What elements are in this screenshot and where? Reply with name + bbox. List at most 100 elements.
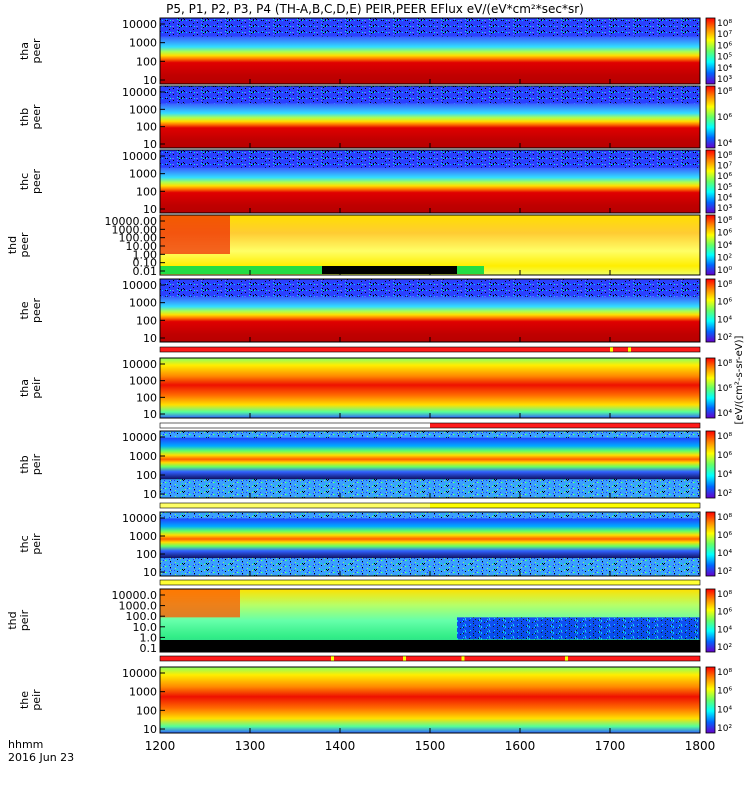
ytick-label: 10.00 [126,240,158,253]
status-segment [430,503,700,508]
ytick-label: 1000 [129,168,157,181]
ytick-label: 100.00 [119,232,158,245]
ytick-label: 10000 [122,18,157,31]
colorbar-tick: 10⁶ [717,531,732,541]
colorbar-tick: 10⁴ [717,625,732,635]
panel-thb-peer: 10000 1000 100 10 thbpeer 10⁸ 10⁶ 10⁴ [18,85,732,151]
panel-the-peir: 10000 1000 100 10 thepeir 10⁸ 10⁶ 10⁴ 10² [18,666,732,736]
status-segment [160,503,430,508]
xtick-label: 1400 [325,739,356,753]
ytick-label: 100 [136,391,157,404]
status-frame [159,346,701,353]
ytick-label: 1.0 [140,631,158,644]
status-frame [159,502,701,509]
colorbar-tick: 10⁸ [717,513,732,523]
ytick-label: 1000 [129,37,157,50]
status-strip [159,655,701,662]
spectrogram-noise [457,617,700,640]
xtick-label: 1500 [415,739,446,753]
xtick-label: 1800 [685,739,716,753]
yaxis-label: thdpeer [6,232,31,258]
spectrogram-band [160,358,700,418]
xtick-label: 1700 [595,739,626,753]
colorbar-tick: 10⁵ [717,183,732,193]
ytick-label: 10000 [122,358,157,371]
status-strip [159,502,701,509]
spectrogram-band [160,518,700,559]
ytick-label: 10000 [122,150,157,163]
yaxis-label: thbpeir [18,453,43,475]
colorbar-tick: 10⁸ [717,87,732,97]
status-mark [565,656,568,661]
colorbar-tick: 10³ [717,204,732,214]
panel-thc-peir: 10000 1000 100 10 thcpeir 10⁸ 10⁶ 10⁴ 10² [18,511,732,579]
colorbar-tick: 10⁶ [717,172,732,182]
spectrogram-floor [160,640,700,652]
colorbar-tick: 10⁴ [717,470,732,480]
ytick-label: 1000 [129,375,157,388]
panel-tha-peir: 10000 1000 100 10 thapeir 10⁸ 10⁶ 10⁴ [18,357,732,421]
colorbar-tick: 10⁶ [717,608,732,618]
xtick-label: 1300 [235,739,266,753]
spectrogram-band [160,296,700,342]
status-strip [159,579,701,586]
colorbar-tick: 10⁰ [717,266,732,276]
colorbar [705,666,716,734]
colorbar [705,511,716,577]
colorbar [705,588,716,653]
yaxis-label: thepeer [18,298,43,324]
colorbar-tick: 10² [717,333,732,343]
colorbar [705,149,716,214]
yaxis-label: thbpeer [18,104,43,130]
colorbar-tick: 10² [717,489,732,499]
colorbar-tick: 10⁶ [717,687,732,697]
ytick-label: 10 [143,332,157,345]
colorbar-tick: 10⁴ [717,705,732,715]
ytick-label: 10 [143,566,157,579]
spectrogram-band [160,103,700,148]
colorbar-tick: 10⁸ [717,19,732,29]
status-frame [159,422,701,429]
colorbar-tick: 10⁴ [717,64,732,74]
colorbar-tick: 10² [717,724,732,734]
spectrogram-band [160,215,700,275]
ytick-label: 10 [143,723,157,736]
status-segment [430,423,700,428]
ytick-label: 10000 [122,512,157,525]
colorbar-tick: 10⁶ [717,384,732,394]
colorbar-tick: 10³ [717,75,732,85]
ytick-label: 100.0 [126,610,158,623]
colorbar-tick: 10⁶ [717,41,732,51]
status-frame [159,579,701,586]
ytick-label: 10000.0 [112,589,158,602]
colorbar-tick: 10⁴ [717,139,732,149]
colorbar-tick: 10⁵ [717,53,732,63]
yaxis-label: thapeer [18,38,43,64]
spectrogram-gap [322,266,457,274]
colorbar-tick: 10⁶ [717,298,732,308]
xtick-label: 1600 [505,739,536,753]
ytick-label: 10000.00 [105,215,158,228]
ytick-label: 1000 [129,686,157,699]
spectrogram-band [160,667,700,733]
ytick-label: 1.00 [133,248,158,261]
colorbar-units-label: [eV/(cm²-s-sr-eV)] [734,335,745,424]
xtick-label: 1200 [145,739,176,753]
status-segment [160,656,700,661]
ytick-label: 100 [136,314,157,327]
colorbar [705,17,716,85]
colorbar-tick: 10⁴ [717,315,732,325]
colorbar-tick: 10⁸ [717,280,732,290]
colorbar-tick: 10⁸ [717,668,732,678]
yaxis-label: thdpeir [6,609,31,631]
spectrogram-band [160,437,700,480]
colorbar-tick: 10⁸ [717,359,732,369]
chart-title: P5, P1, P2, P3, P4 (TH-A,B,C,D,E) PEIR,P… [166,2,584,16]
status-mark [461,656,465,661]
yaxis-label: thcpeer [18,169,43,195]
ytick-label: 10 [143,138,157,151]
status-mark [628,347,631,352]
